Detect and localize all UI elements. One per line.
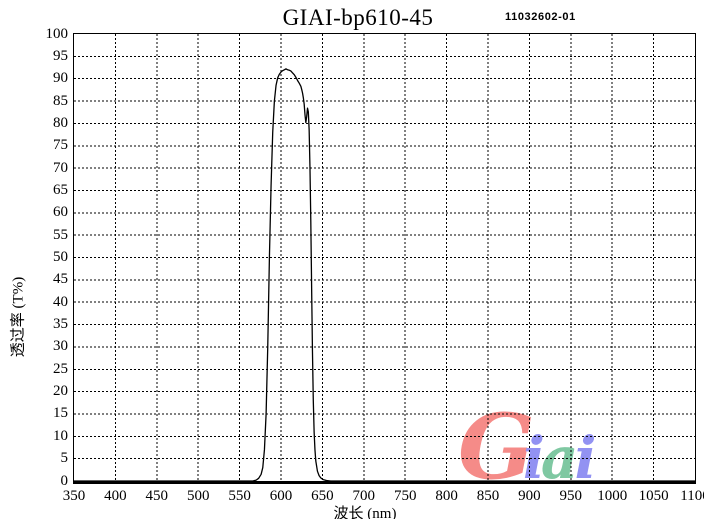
watermark-letter: i [574,424,597,492]
y-axis-label: 透过率 (T%) [10,276,27,358]
x-tick-label: 1100 [680,488,704,504]
watermark-letter: G [458,394,535,500]
x-tick-label: 750 [393,488,417,504]
y-tick-label: 15 [53,405,68,422]
x-tick-label: 500 [186,488,210,504]
y-tick-label: 70 [53,159,68,176]
y-tick-label: 30 [53,338,68,355]
x-tick-label: 700 [352,488,376,504]
watermark-letter: i [522,424,545,492]
y-tick-label: 85 [53,92,68,109]
y-tick-label: 95 [53,47,68,64]
y-tick-label: 50 [53,249,68,265]
x-tick-label: 950 [559,488,583,504]
chart-code-label: 11032602-01 [505,11,576,23]
y-tick-label: 80 [53,114,68,131]
x-tick-label: 800 [435,488,458,504]
y-tick-label: 65 [53,181,68,198]
x-tick-label: 350 [62,488,86,504]
x-tick-label: 650 [311,488,334,504]
x-tick-label: 1050 [638,488,669,504]
watermark-letter: a [540,424,579,492]
y-tick-label: 40 [53,293,68,310]
x-tick-label: 400 [104,488,127,504]
x-tick-label: 850 [476,488,500,504]
y-tick-label: 45 [53,271,68,288]
x-tick-label: 450 [145,488,169,504]
y-tick-label: 5 [60,450,69,467]
y-tick-label: 25 [53,360,68,377]
plot-area [73,33,696,484]
x-tick-label: 1000 [597,488,628,504]
y-tick-label: 35 [53,316,68,333]
y-tick-label: 60 [53,204,68,221]
y-tick-label: 55 [53,226,68,243]
y-tick-label: 10 [53,427,68,444]
y-tick-label: 100 [45,25,69,42]
x-tick-label: 600 [269,488,293,504]
y-tick-label: 20 [53,383,68,400]
plot-canvas [74,34,695,481]
x-tick-label: 550 [228,488,251,504]
x-tick-label: 900 [518,488,541,504]
y-tick-label: 0 [60,472,69,489]
transmission-curve [74,68,695,481]
chart-title: GIAI-bp610-45 [282,5,434,30]
x-axis-label: 波长 (nm) [333,506,397,519]
y-tick-label: 75 [53,137,68,154]
y-tick-label: 90 [53,70,68,87]
